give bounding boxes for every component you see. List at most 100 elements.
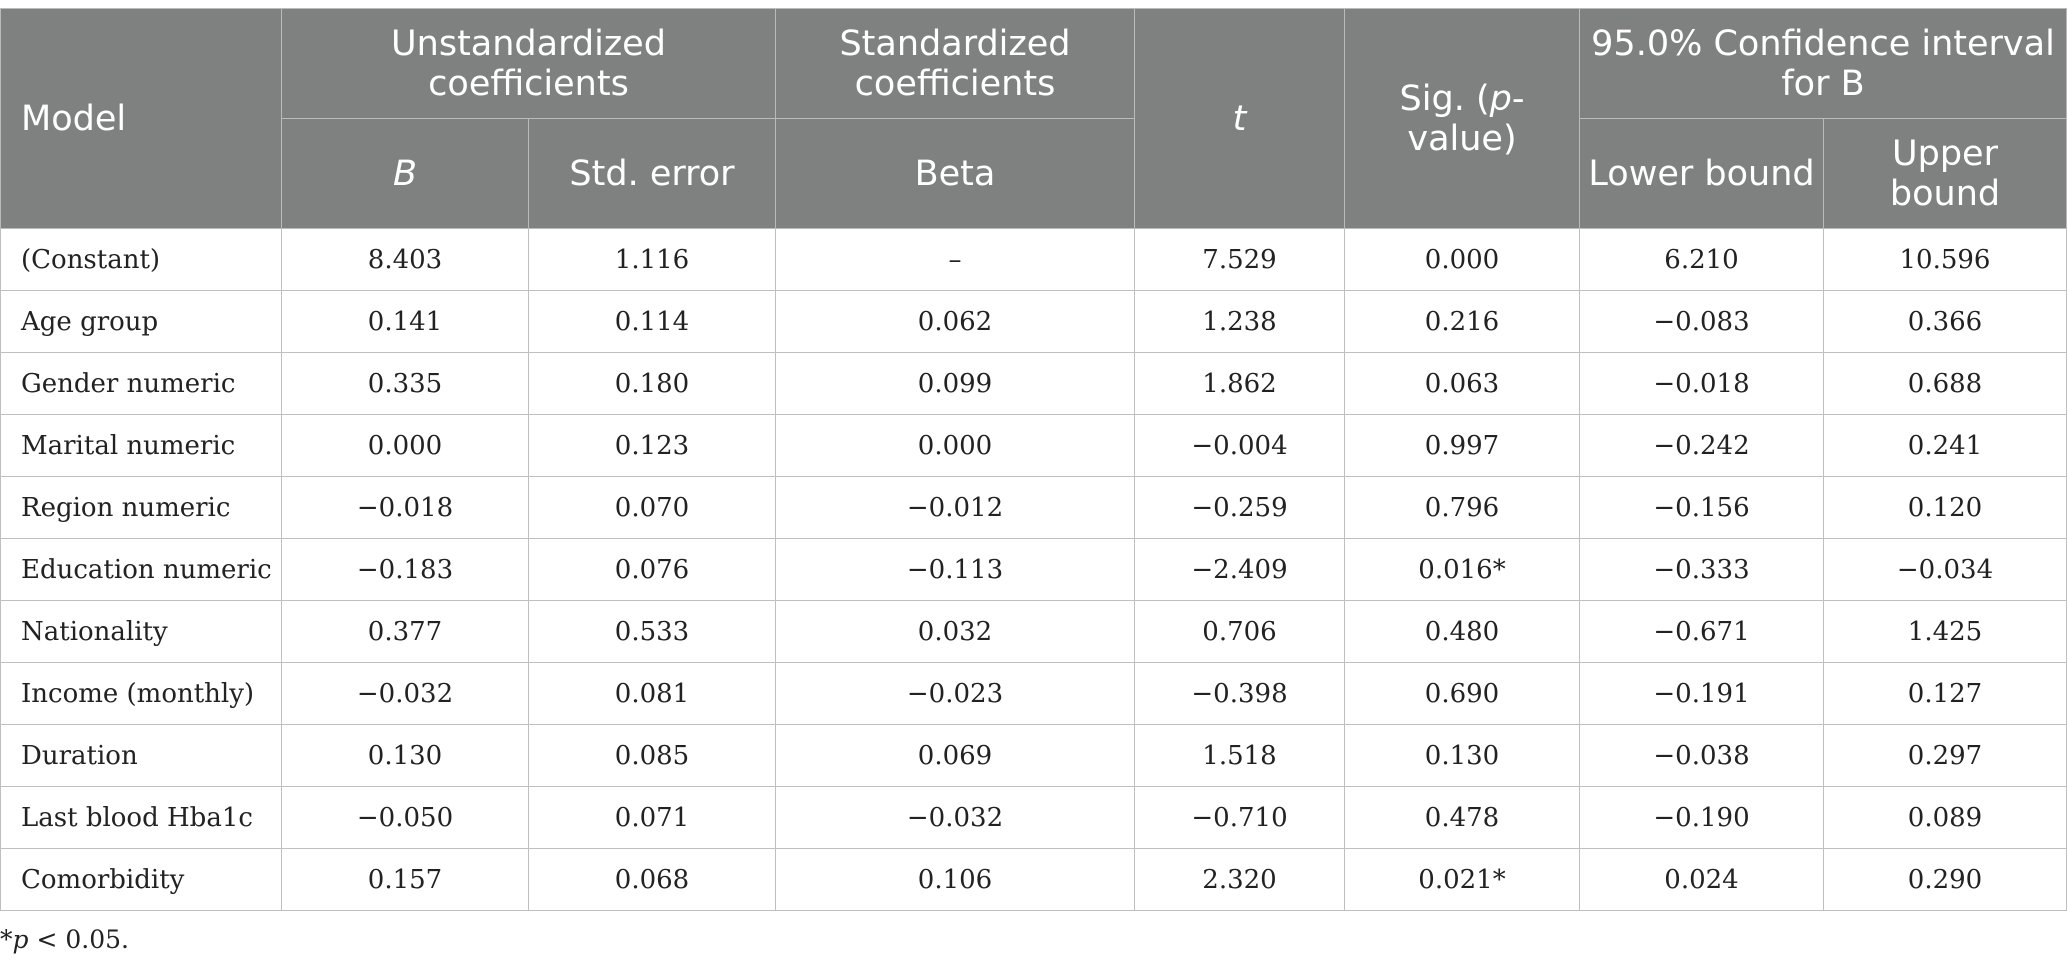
header-upper-bound: Upper bound <box>1823 118 2067 229</box>
cell-std-error: 0.533 <box>528 600 776 663</box>
row-label: Age group <box>0 290 282 353</box>
cell-upper: 1.425 <box>1823 600 2067 663</box>
cell-b: 0.130 <box>281 724 529 787</box>
cell-b: −0.032 <box>281 662 529 725</box>
cell-b: 0.000 <box>281 414 529 477</box>
header-ci: 95.0% Confidence interval for B <box>1579 8 2067 119</box>
cell-b: −0.050 <box>281 786 529 849</box>
row-label: Duration <box>0 724 282 787</box>
cell-sig: 0.016* <box>1344 538 1580 601</box>
cell-lower: 6.210 <box>1579 228 1824 291</box>
row-label: Education numeric <box>0 538 282 601</box>
header-unstandardized: Unstandardized coefficients <box>281 8 776 119</box>
header-lower-bound: Lower bound <box>1579 118 1824 229</box>
row-label: Last blood Hba1c <box>0 786 282 849</box>
cell-beta: 0.069 <box>775 724 1135 787</box>
cell-beta: −0.032 <box>775 786 1135 849</box>
cell-std-error: 0.081 <box>528 662 776 725</box>
footnote: *p < 0.05. <box>0 925 129 954</box>
header-standardized: Standardized coefficients <box>775 8 1135 119</box>
cell-t: 1.518 <box>1134 724 1345 787</box>
header-beta: Beta <box>775 118 1135 229</box>
cell-lower: −0.190 <box>1579 786 1824 849</box>
cell-lower: 0.024 <box>1579 848 1824 911</box>
cell-upper: 0.366 <box>1823 290 2067 353</box>
cell-std-error: 0.180 <box>528 352 776 415</box>
cell-beta: 0.106 <box>775 848 1135 911</box>
cell-upper: 0.089 <box>1823 786 2067 849</box>
table-row: Education numeric −0.183 0.076 −0.113 −2… <box>0 538 2067 601</box>
cell-t: 0.706 <box>1134 600 1345 663</box>
cell-b: −0.183 <box>281 538 529 601</box>
cell-sig: 0.796 <box>1344 476 1580 539</box>
table-row: Income (monthly) −0.032 0.081 −0.023 −0.… <box>0 662 2067 725</box>
cell-beta: 0.062 <box>775 290 1135 353</box>
cell-lower: −0.333 <box>1579 538 1824 601</box>
cell-sig: 0.480 <box>1344 600 1580 663</box>
cell-b: 0.335 <box>281 352 529 415</box>
cell-lower: −0.018 <box>1579 352 1824 415</box>
table-row: Comorbidity 0.157 0.068 0.106 2.320 0.02… <box>0 848 2067 911</box>
cell-lower: −0.038 <box>1579 724 1824 787</box>
cell-beta: −0.113 <box>775 538 1135 601</box>
cell-t: −0.710 <box>1134 786 1345 849</box>
cell-b: 0.377 <box>281 600 529 663</box>
header-std-error: Std. error <box>528 118 776 229</box>
cell-t: 2.320 <box>1134 848 1345 911</box>
cell-sig: 0.690 <box>1344 662 1580 725</box>
table-row: (Constant) 8.403 1.116 – 7.529 0.000 6.2… <box>0 228 2067 291</box>
cell-std-error: 0.085 <box>528 724 776 787</box>
cell-lower: −0.156 <box>1579 476 1824 539</box>
cell-upper: 10.596 <box>1823 228 2067 291</box>
footnote-p: p <box>12 925 29 954</box>
table-row: Duration 0.130 0.085 0.069 1.518 0.130 −… <box>0 724 2067 787</box>
header-t: t <box>1134 8 1345 229</box>
cell-t: 7.529 <box>1134 228 1345 291</box>
cell-lower: −0.671 <box>1579 600 1824 663</box>
cell-std-error: 0.068 <box>528 848 776 911</box>
regression-table: Model Unstandardized coefficients Standa… <box>0 8 2067 911</box>
row-label: Gender numeric <box>0 352 282 415</box>
header-model: Model <box>0 8 282 229</box>
cell-upper: 0.120 <box>1823 476 2067 539</box>
cell-upper: −0.034 <box>1823 538 2067 601</box>
row-label: Region numeric <box>0 476 282 539</box>
header-sig-b: -value) <box>1407 78 1525 159</box>
cell-t: 1.238 <box>1134 290 1345 353</box>
row-label: Nationality <box>0 600 282 663</box>
table-row: Gender numeric 0.335 0.180 0.099 1.862 0… <box>0 352 2067 415</box>
cell-beta: −0.012 <box>775 476 1135 539</box>
cell-b: 0.157 <box>281 848 529 911</box>
regression-table-wrapper: Model Unstandardized coefficients Standa… <box>0 8 2067 911</box>
cell-lower: −0.242 <box>1579 414 1824 477</box>
row-label: Comorbidity <box>0 848 282 911</box>
cell-lower: −0.191 <box>1579 662 1824 725</box>
cell-beta: 0.032 <box>775 600 1135 663</box>
cell-std-error: 0.076 <box>528 538 776 601</box>
cell-sig: 0.021* <box>1344 848 1580 911</box>
cell-std-error: 0.114 <box>528 290 776 353</box>
cell-std-error: 1.116 <box>528 228 776 291</box>
cell-sig: 0.000 <box>1344 228 1580 291</box>
cell-sig: 0.063 <box>1344 352 1580 415</box>
cell-t: −2.409 <box>1134 538 1345 601</box>
footnote-text: < 0.05. <box>28 925 129 954</box>
cell-lower: −0.083 <box>1579 290 1824 353</box>
table-row: Marital numeric 0.000 0.123 0.000 −0.004… <box>0 414 2067 477</box>
header-b: B <box>281 118 529 229</box>
cell-t: 1.862 <box>1134 352 1345 415</box>
cell-upper: 0.290 <box>1823 848 2067 911</box>
cell-upper: 0.241 <box>1823 414 2067 477</box>
cell-sig: 0.216 <box>1344 290 1580 353</box>
cell-sig: 0.478 <box>1344 786 1580 849</box>
cell-upper: 0.127 <box>1823 662 2067 725</box>
cell-beta: – <box>775 228 1135 291</box>
cell-sig: 0.130 <box>1344 724 1580 787</box>
header-sig-p: p <box>1489 78 1512 119</box>
row-label: Income (monthly) <box>0 662 282 725</box>
cell-std-error: 0.123 <box>528 414 776 477</box>
table-body: (Constant) 8.403 1.116 – 7.529 0.000 6.2… <box>0 228 2067 911</box>
cell-t: −0.398 <box>1134 662 1345 725</box>
cell-t: −0.004 <box>1134 414 1345 477</box>
table-row: Nationality 0.377 0.533 0.032 0.706 0.48… <box>0 600 2067 663</box>
